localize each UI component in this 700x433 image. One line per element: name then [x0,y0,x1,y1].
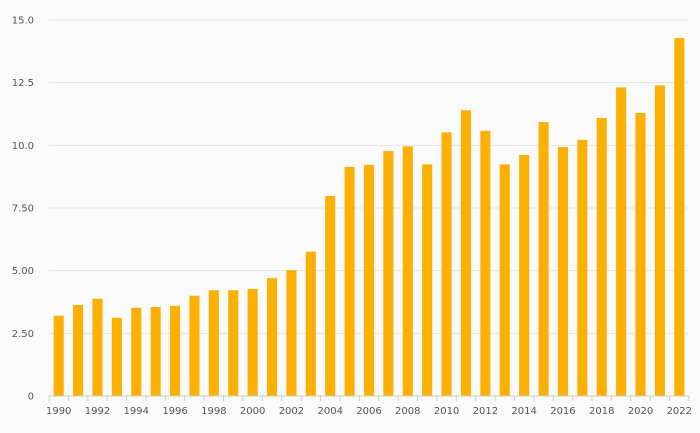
x-axis-ticks [48,396,690,401]
bar-2017 [577,139,588,396]
bars [53,38,685,397]
bar-2014 [519,155,530,396]
bar-2016 [557,147,568,396]
bar-2008 [402,146,413,396]
y-tick-label: 7.50 [12,204,34,215]
x-tick-label: 2002 [279,406,304,417]
bar-2002 [286,270,297,396]
bar-2011 [460,110,472,397]
x-tick-label: 1992 [85,406,110,417]
bar-1991 [73,305,84,396]
bar-2022 [674,38,685,396]
y-axis-tick-labels: 0 2.50 5.00 7.50 10.0 12.5 15.0 [12,16,34,403]
x-tick-label: 1998 [201,406,226,417]
x-tick-label: 2010 [434,406,459,417]
bar-2013 [499,164,510,396]
bar-2010 [441,132,452,397]
bar-1993 [111,317,122,396]
bar-1995 [150,307,161,396]
x-tick-label: 2008 [395,406,420,417]
bar-2000 [247,288,258,396]
x-tick-label: 2004 [317,406,342,417]
bar-1996 [170,305,181,396]
x-tick-label: 2022 [667,406,692,417]
bar-2012 [480,130,491,396]
bar-2005 [344,166,355,396]
y-tick-label: 5.00 [12,266,34,277]
x-tick-label: 2018 [589,406,614,417]
y-tick-label: 15.0 [12,16,34,27]
x-tick-label: 2020 [628,406,653,417]
x-tick-label: 2000 [240,406,265,417]
bar-1999 [228,290,239,396]
bar-1994 [131,307,142,396]
bar-1997 [189,295,200,396]
x-tick-label: 1996 [162,406,187,417]
bar-2020 [635,112,646,397]
x-tick-label: 1994 [124,406,149,417]
x-tick-label: 1990 [46,406,71,417]
bar-2001 [266,278,278,396]
bar-2006 [363,164,375,396]
bar-2018 [596,118,607,396]
bar-2004 [325,195,336,396]
x-axis-tick-labels: 1990 1992 1994 1996 1998 2000 2002 2004 2006 2008… [46,406,692,417]
bar-2009 [422,164,433,396]
bar-2015 [538,122,549,396]
bar-2003 [305,251,316,396]
y-tick-label: 0 [28,392,34,403]
bar-1998 [208,290,219,396]
x-tick-label: 2016 [550,406,575,417]
x-tick-label: 2012 [473,406,498,417]
bar-2007 [383,151,394,396]
x-tick-label: 2014 [511,406,536,417]
y-tick-label: 10.0 [12,141,34,152]
x-tick-label: 2006 [356,406,381,417]
y-tick-label: 12.5 [12,78,34,89]
bar-2019 [616,87,627,397]
bar-1990 [53,315,64,396]
bar-2021 [654,85,665,396]
bar-1992 [92,298,103,396]
y-tick-label: 2.50 [12,329,34,340]
